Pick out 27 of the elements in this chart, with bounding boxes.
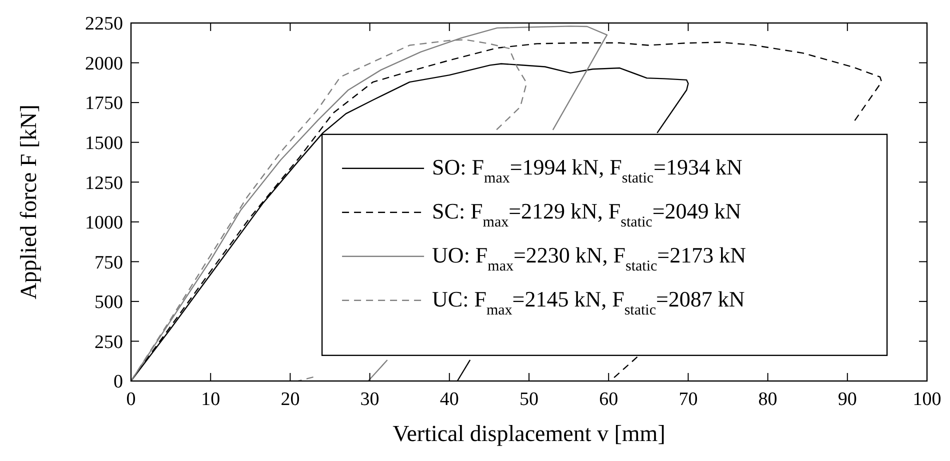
x-tick-label: 60 bbox=[599, 389, 618, 410]
x-tick-label: 20 bbox=[280, 389, 300, 410]
x-tick-label: 80 bbox=[758, 389, 778, 410]
x-tick-label: 40 bbox=[440, 389, 459, 410]
legend-label: SC: F$_{max}$=2129 kN, F$_{static}$=2049 kN bbox=[432, 198, 742, 230]
y-tick-label: 1500 bbox=[85, 132, 123, 154]
x-tick-label: 90 bbox=[838, 389, 857, 410]
y-tick-label: 2250 bbox=[85, 14, 123, 35]
legend-label: UC: F$_{max}$=2145 kN, F$_{static}$=2087 kN bbox=[432, 286, 745, 318]
legend-label: SO: F$_{max}$=1994 kN, F$_{static}$=1934 kN bbox=[432, 154, 742, 186]
y-tick-label: 0 bbox=[114, 372, 123, 393]
y-tick-label: 2000 bbox=[85, 53, 123, 74]
x-axis-title: Vertical displacement v [mm] bbox=[392, 421, 666, 446]
x-tick-label: 10 bbox=[201, 389, 220, 410]
y-tick-label: 1250 bbox=[85, 172, 123, 194]
y-tick-label: 750 bbox=[94, 252, 123, 274]
y-tick-label: 1750 bbox=[85, 93, 123, 114]
y-tick-label: 500 bbox=[94, 292, 123, 314]
legend-label: UO: F$_{max}$=2230 kN, F$_{static}$=2173 kN bbox=[432, 242, 746, 274]
x-tick-label: 30 bbox=[360, 389, 380, 410]
x-tick-label: 50 bbox=[520, 389, 538, 410]
y-tick-label: 250 bbox=[94, 332, 123, 353]
x-tick-label: 0 bbox=[126, 389, 136, 410]
y-tick-label: 1000 bbox=[85, 212, 123, 234]
x-tick-label: 100 bbox=[912, 389, 942, 410]
x-tick-label: 70 bbox=[678, 389, 698, 410]
y-axis-title: Applied force F [kN] bbox=[16, 104, 41, 300]
